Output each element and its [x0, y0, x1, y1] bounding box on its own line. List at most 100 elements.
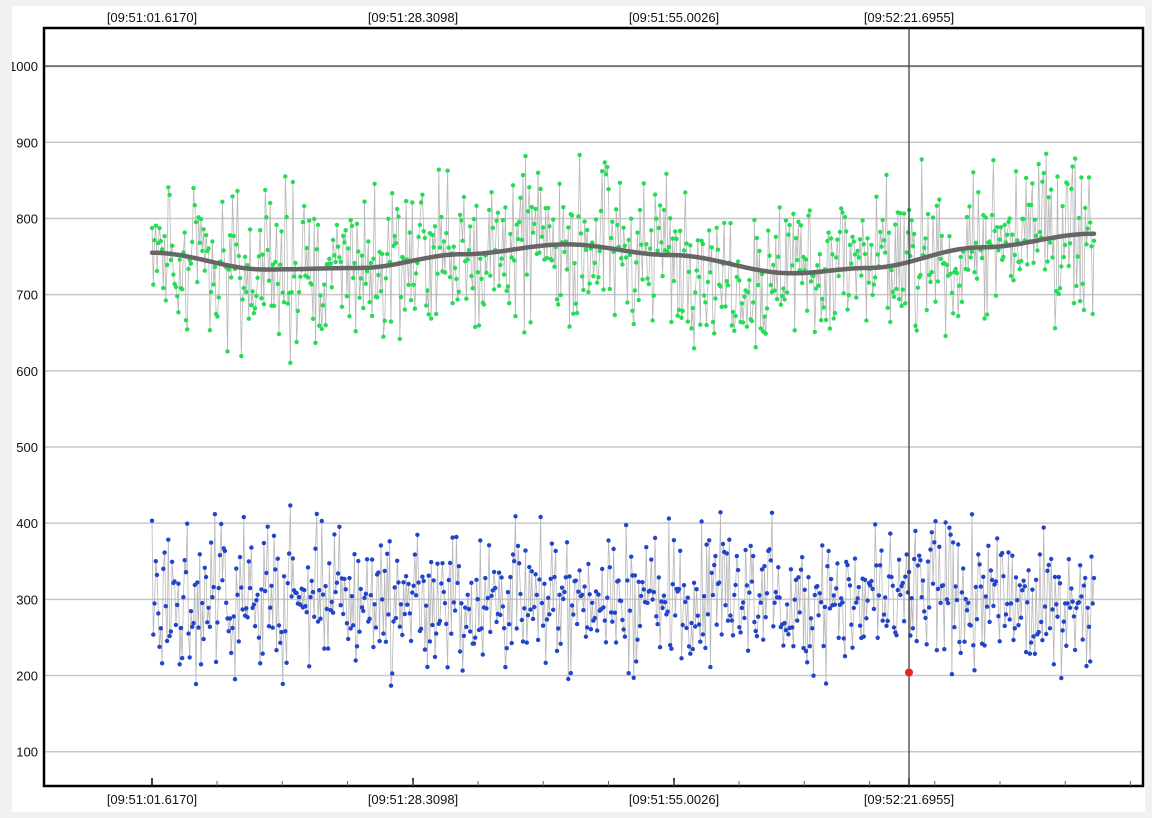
blue-series-point	[368, 593, 373, 598]
green-series-point	[651, 293, 656, 298]
green-series-point	[924, 307, 929, 313]
green-series-point	[183, 318, 189, 323]
green-series-point	[805, 308, 810, 313]
green-series-point	[436, 167, 441, 172]
green-series-point	[532, 221, 537, 227]
blue-series-point	[520, 639, 526, 644]
chart-svg[interactable]: 100 200 300 400 500 600 700 800 900 1000 [09:51:01…	[12, 6, 1145, 812]
green-series-point	[322, 282, 327, 287]
blue-series-point	[762, 564, 767, 569]
blue-series-point	[694, 587, 699, 592]
green-series-point	[195, 279, 200, 285]
blue-series-point	[500, 604, 506, 609]
green-series-point	[776, 254, 781, 259]
green-series-point	[279, 229, 284, 234]
green-series-point	[982, 316, 987, 321]
green-series-point	[695, 238, 700, 243]
blue-series-point	[1016, 623, 1021, 628]
green-series-point	[1060, 204, 1065, 209]
green-series-point	[517, 219, 522, 225]
blue-series-point	[583, 634, 589, 639]
green-series-point	[401, 256, 406, 261]
blue-series-point	[286, 551, 292, 556]
blue-series-point	[446, 577, 451, 583]
green-series-point	[341, 233, 346, 238]
blue-series-point	[792, 597, 797, 602]
selected-point-marker[interactable]	[905, 668, 913, 677]
green-series-point	[193, 219, 199, 225]
blue-series-point	[234, 566, 239, 571]
blue-series-point	[1042, 604, 1048, 609]
green-series-point	[235, 188, 240, 194]
green-series-point	[576, 214, 581, 219]
green-series-point	[1011, 278, 1016, 283]
green-series-point	[358, 276, 363, 281]
blue-series-point	[468, 629, 473, 634]
green-series-point	[1025, 262, 1030, 267]
green-series-point	[408, 298, 414, 303]
blue-series-point	[1001, 574, 1006, 579]
green-series-point	[425, 288, 430, 293]
blue-series-point	[620, 617, 625, 623]
green-series-point	[547, 224, 552, 229]
green-series-point	[987, 239, 992, 244]
blue-series-point	[196, 625, 201, 630]
blue-series-point	[776, 565, 781, 570]
blue-series-point	[1007, 617, 1012, 622]
blue-series-point	[704, 542, 709, 547]
blue-series-point	[441, 589, 446, 595]
blue-series-point	[758, 600, 763, 605]
blue-series-point	[1066, 557, 1072, 562]
blue-series-point	[314, 511, 319, 517]
blue-series-point	[790, 625, 795, 630]
green-series-point	[167, 192, 172, 198]
blue-series-point	[842, 654, 848, 659]
blue-series-point	[1054, 602, 1059, 607]
green-series-point	[900, 287, 905, 292]
green-series-point	[1001, 254, 1006, 260]
green-series-point	[397, 336, 402, 342]
green-series-point	[348, 218, 353, 223]
green-series-point	[983, 215, 988, 220]
green-series-point	[431, 245, 436, 250]
blue-series-point	[795, 618, 800, 623]
green-series-point	[278, 262, 283, 267]
green-series-point	[671, 278, 677, 284]
blue-series-point	[222, 548, 228, 554]
blue-series-point	[924, 642, 929, 647]
green-series-point	[385, 251, 390, 257]
green-series-point	[371, 256, 376, 261]
blue-series-point	[847, 583, 853, 588]
blue-series-point	[216, 585, 221, 591]
green-series-point	[274, 222, 279, 228]
blue-series-point	[205, 620, 210, 625]
green-series-point	[533, 206, 538, 212]
blue-series-point	[377, 638, 382, 644]
blue-series-point	[320, 592, 326, 597]
green-series-point	[710, 319, 716, 325]
blue-series-point	[822, 604, 828, 610]
green-series-point	[745, 290, 751, 295]
green-series-point	[947, 234, 952, 239]
blue-series-point	[268, 605, 273, 610]
blue-series-point	[523, 548, 528, 553]
y-tick-label: 300	[16, 592, 38, 607]
blue-series-point	[820, 543, 825, 548]
green-series-point	[539, 234, 545, 239]
blue-series-point	[442, 601, 448, 606]
blue-series-point	[585, 625, 590, 630]
green-series-point	[236, 253, 241, 259]
blue-series-point	[512, 559, 517, 564]
green-series-point	[578, 231, 584, 236]
blue-series-point	[548, 576, 553, 581]
x-tick-label-top: [09:52:21.6955]	[864, 10, 954, 25]
blue-series-point	[439, 581, 444, 586]
green-series-point	[216, 295, 221, 300]
blue-series-point	[156, 611, 161, 616]
blue-series-point	[740, 600, 746, 605]
green-series-point	[670, 236, 675, 241]
green-series-point	[499, 256, 504, 261]
blue-series-point	[561, 596, 566, 602]
blue-series-point	[422, 647, 428, 652]
blue-series-point	[818, 600, 824, 605]
